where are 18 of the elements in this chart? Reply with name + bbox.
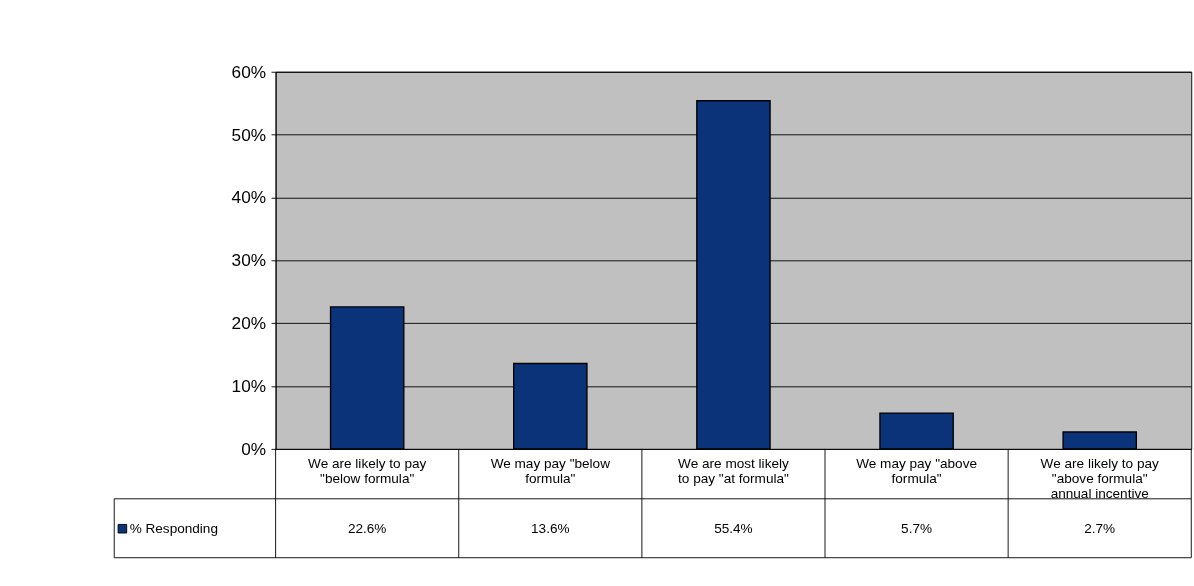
y-tick-label: 60% bbox=[231, 61, 267, 82]
y-tick-label: 10% bbox=[231, 375, 267, 396]
data-label: 2.7% bbox=[1084, 521, 1116, 537]
data-label: 22.6% bbox=[347, 521, 387, 537]
y-tick-label: 30% bbox=[231, 250, 267, 271]
x-tick-label: We may pay "above formula" bbox=[856, 455, 977, 486]
x-tick-label: We are likely to pay "below formula" bbox=[308, 455, 427, 486]
y-tick-label: 20% bbox=[231, 313, 267, 334]
legend-label: % Responding bbox=[129, 521, 218, 537]
y-tick-label: 0% bbox=[241, 438, 267, 459]
data-label: 5.7% bbox=[901, 521, 933, 537]
y-tick-label: 50% bbox=[231, 124, 267, 145]
x-tick-label: We are most likely to pay "at formula" bbox=[678, 455, 790, 486]
x-tick-label: We may pay "below formula" bbox=[490, 455, 611, 486]
y-tick-label: 40% bbox=[231, 187, 267, 208]
data-label: 55.4% bbox=[714, 521, 753, 537]
data-label: 13.6% bbox=[531, 521, 570, 537]
x-tick-label: We are likely to pay "above formula" annual incentive bbox=[1040, 455, 1160, 502]
